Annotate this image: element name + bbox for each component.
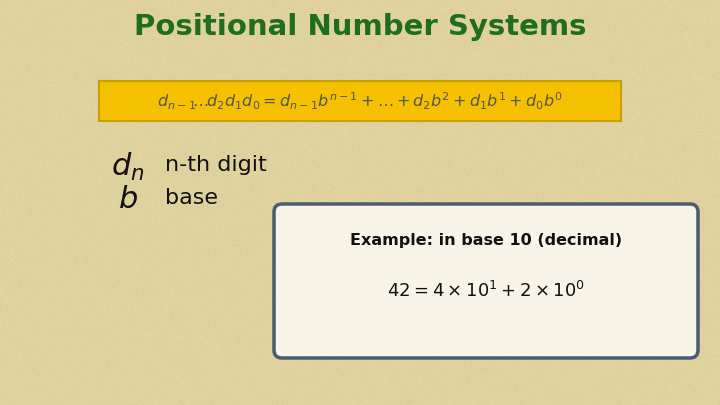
FancyBboxPatch shape	[274, 204, 698, 358]
Text: $d_{n-1}\!\ldots\!d_2 d_1 d_0 = d_{n-1}b^{n-1} + \ldots + d_2 b^2 + d_1 b^1 + d_: $d_{n-1}\!\ldots\!d_2 d_1 d_0 = d_{n-1}b…	[157, 90, 563, 112]
Text: n-th digit: n-th digit	[165, 155, 266, 175]
Text: $d_n$: $d_n$	[112, 151, 145, 183]
Text: base: base	[165, 188, 218, 208]
Text: $b$: $b$	[118, 185, 138, 215]
Text: Positional Number Systems: Positional Number Systems	[134, 13, 586, 41]
Text: $42 = 4 \times 10^1 + 2 \times 10^0$: $42 = 4 \times 10^1 + 2 \times 10^0$	[387, 281, 585, 301]
Text: Example: in base 10 (decimal): Example: in base 10 (decimal)	[350, 232, 622, 247]
FancyBboxPatch shape	[99, 81, 621, 121]
